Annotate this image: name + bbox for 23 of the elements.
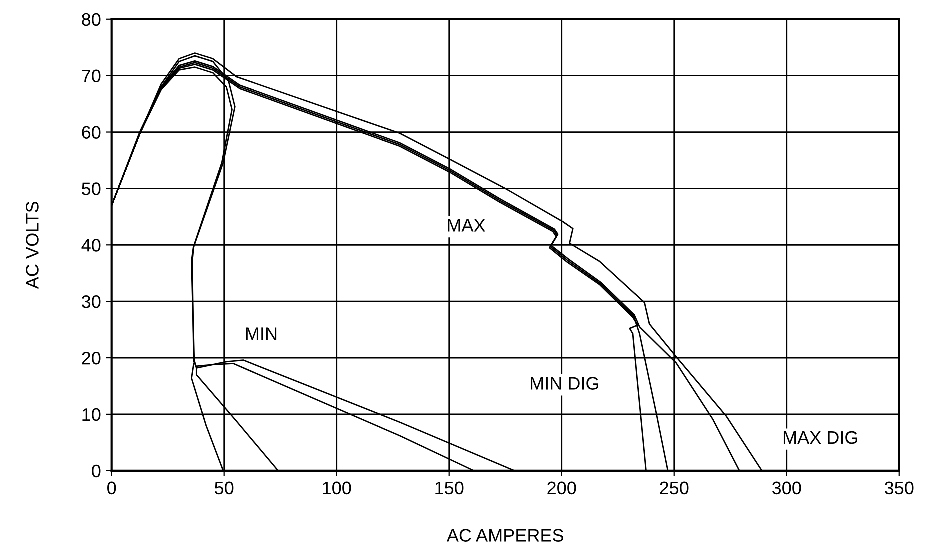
y-tick-label: 0 [92,464,101,478]
annotation: MIN [246,328,277,340]
annotation: MAX [448,219,486,232]
y-tick-label: 30 [82,296,101,308]
x-tick-label: 50 [215,482,234,495]
y-tick-label: 80 [82,13,101,26]
x-tick-label: 100 [323,482,352,495]
x-axis-title: AC AMPERES [446,529,564,542]
y-tick-label: 40 [82,239,101,252]
y-tick-label: 20 [82,352,101,365]
x-tick-label: 0 [108,482,116,495]
annotation: MAX DIG [784,431,858,444]
annotation: MIN DIG [531,377,598,390]
x-tick-label: 350 [885,482,914,495]
y-axis-title: AC VOLTS [26,202,39,290]
y-tick-label: 10 [82,408,101,422]
x-tick-label: 300 [772,482,802,495]
y-tick-label: 70 [82,70,101,83]
x-tick-label: 200 [548,482,576,495]
x-tick-label: 150 [436,482,464,495]
y-tick-label: 50 [82,182,101,196]
y-tick-label: 60 [82,126,101,139]
x-tick-label: 250 [660,482,689,495]
